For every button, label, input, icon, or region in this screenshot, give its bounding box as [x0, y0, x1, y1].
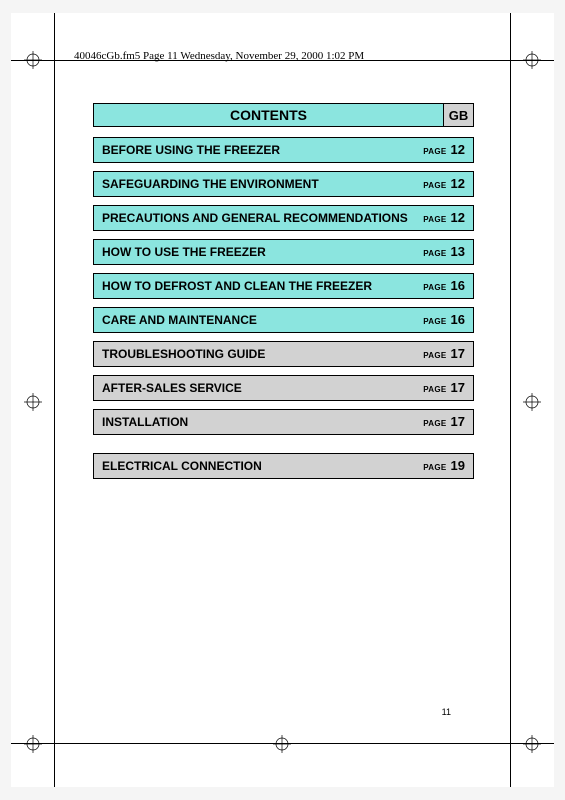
toc-page-number: 19: [451, 458, 465, 473]
crop-line-right: [510, 13, 511, 787]
toc-page-label: PAGE: [423, 215, 446, 224]
toc-list: BEFORE USING THE FREEZERPAGE12SAFEGUARDI…: [93, 137, 474, 479]
toc-entry-title: AFTER-SALES SERVICE: [102, 381, 423, 396]
registration-mark-icon: [24, 51, 42, 69]
toc-page-number: 17: [451, 346, 465, 361]
toc-entry-page: PAGE 12: [423, 176, 465, 192]
registration-mark-icon: [523, 735, 541, 753]
toc-entry-page: PAGE 16: [423, 312, 465, 328]
toc-page-label: PAGE: [423, 249, 446, 258]
registration-mark-icon: [523, 51, 541, 69]
toc-entry-page: PAGE 13: [423, 244, 465, 260]
toc-page-number: 17: [451, 380, 465, 395]
registration-mark-icon: [24, 393, 42, 411]
toc-page-label: PAGE: [423, 351, 446, 360]
content-area: CONTENTS GB BEFORE USING THE FREEZERPAGE…: [93, 103, 474, 487]
toc-row: INSTALLATIONPAGE 17: [93, 409, 474, 435]
page-number: 11: [442, 707, 451, 717]
toc-page-label: PAGE: [423, 283, 446, 292]
registration-mark-icon: [273, 735, 291, 753]
toc-row: HOW TO USE THE FREEZERPAGE 13: [93, 239, 474, 265]
toc-page-number: 16: [451, 278, 465, 293]
registration-mark-icon: [24, 735, 42, 753]
toc-entry-page: PAGE 12: [423, 142, 465, 158]
toc-page-number: 17: [451, 414, 465, 429]
toc-page-number: 13: [451, 244, 465, 259]
toc-entry-title: HOW TO DEFROST AND CLEAN THE FREEZER: [102, 279, 423, 294]
toc-page-label: PAGE: [423, 181, 446, 190]
language-badge: GB: [444, 103, 474, 127]
contents-title: CONTENTS: [93, 103, 444, 127]
toc-entry-title: BEFORE USING THE FREEZER: [102, 143, 423, 158]
toc-page-number: 12: [451, 176, 465, 191]
toc-row: HOW TO DEFROST AND CLEAN THE FREEZERPAGE…: [93, 273, 474, 299]
toc-row: PRECAUTIONS AND GENERAL RECOMMENDATIONSP…: [93, 205, 474, 231]
toc-row: ELECTRICAL CONNECTIONPAGE 19: [93, 453, 474, 479]
crop-line-left: [54, 13, 55, 787]
toc-entry-title: ELECTRICAL CONNECTION: [102, 459, 423, 474]
toc-row: BEFORE USING THE FREEZERPAGE 12: [93, 137, 474, 163]
toc-entry-page: PAGE 17: [423, 346, 465, 362]
toc-entry-title: HOW TO USE THE FREEZER: [102, 245, 423, 260]
toc-entry-page: PAGE 17: [423, 414, 465, 430]
title-row: CONTENTS GB: [93, 103, 474, 127]
toc-entry-title: TROUBLESHOOTING GUIDE: [102, 347, 423, 362]
toc-entry-page: PAGE 17: [423, 380, 465, 396]
header-metadata: 40046cGb.fm5 Page 11 Wednesday, November…: [74, 50, 364, 62]
toc-row: AFTER-SALES SERVICEPAGE 17: [93, 375, 474, 401]
toc-page-label: PAGE: [423, 317, 446, 326]
toc-entry-page: PAGE 19: [423, 458, 465, 474]
registration-mark-icon: [523, 393, 541, 411]
toc-entry-title: CARE AND MAINTENANCE: [102, 313, 423, 328]
toc-page-label: PAGE: [423, 385, 446, 394]
toc-entry-page: PAGE 12: [423, 210, 465, 226]
toc-entry-title: SAFEGUARDING THE ENVIRONMENT: [102, 177, 423, 192]
toc-entry-page: PAGE 16: [423, 278, 465, 294]
toc-page-label: PAGE: [423, 419, 446, 428]
toc-row: SAFEGUARDING THE ENVIRONMENTPAGE 12: [93, 171, 474, 197]
toc-entry-title: PRECAUTIONS AND GENERAL RECOMMENDATIONS: [102, 211, 423, 226]
toc-entry-title: INSTALLATION: [102, 415, 423, 430]
toc-page-label: PAGE: [423, 147, 446, 156]
page: 40046cGb.fm5 Page 11 Wednesday, November…: [11, 13, 554, 787]
toc-page-label: PAGE: [423, 463, 446, 472]
toc-page-number: 12: [451, 210, 465, 225]
toc-row: CARE AND MAINTENANCEPAGE 16: [93, 307, 474, 333]
toc-page-number: 12: [451, 142, 465, 157]
toc-row: TROUBLESHOOTING GUIDEPAGE 17: [93, 341, 474, 367]
toc-page-number: 16: [451, 312, 465, 327]
